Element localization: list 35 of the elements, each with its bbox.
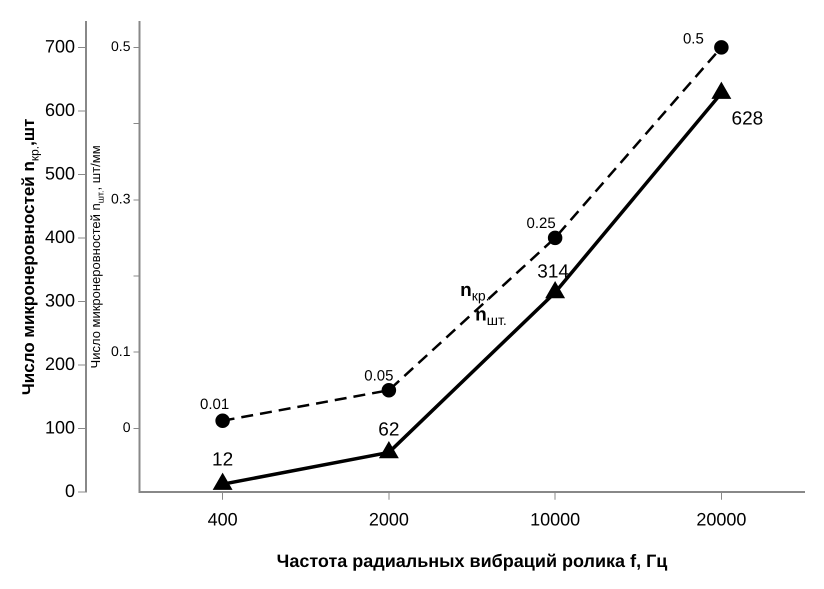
point	[214, 474, 232, 490]
data-label: 62	[378, 420, 400, 441]
y2-tick-label: 0.3	[111, 190, 131, 207]
x-tick-label: 20000	[696, 510, 746, 530]
y-tick-label: 0	[65, 480, 76, 501]
y2-axis-title: Число микронеровностей nшт., шт/мм	[88, 145, 106, 368]
y2-tick-label: 0.5	[111, 38, 131, 54]
data-label: 0.05	[364, 367, 394, 384]
data-label: 628	[732, 108, 764, 130]
y-tick-label: 500	[44, 163, 76, 184]
y-tick-label: 100	[44, 417, 76, 438]
data-label: 314	[537, 262, 570, 283]
point	[714, 40, 729, 55]
point	[382, 382, 396, 398]
data-label: 12	[212, 449, 234, 470]
x-axis-title: Частота радиальных вибраций ролика f, Гц	[276, 551, 668, 572]
point	[712, 83, 730, 99]
y-tick-label: 600	[44, 100, 76, 120]
data-label: 0.5	[682, 30, 704, 48]
data-label: 0.25	[526, 214, 556, 232]
y-tick-label: 300	[44, 290, 76, 310]
point	[548, 230, 562, 246]
point	[546, 282, 564, 298]
point	[380, 442, 398, 458]
x-tick-label: 10000	[530, 510, 580, 530]
point	[215, 413, 230, 428]
y-tick-label: 400	[44, 226, 76, 247]
data-label: 0.01	[200, 396, 230, 413]
y2-tick-label: 0	[122, 419, 131, 436]
y-axis-title: Число микронеровностей nкр.,шт	[19, 118, 42, 396]
y-tick-label: 700	[44, 36, 76, 56]
x-tick-label: 2000	[368, 510, 409, 530]
y-tick-label: 200	[44, 354, 76, 374]
y2-tick-label: 0.1	[111, 343, 131, 359]
x-tick-label: 400	[208, 510, 238, 530]
